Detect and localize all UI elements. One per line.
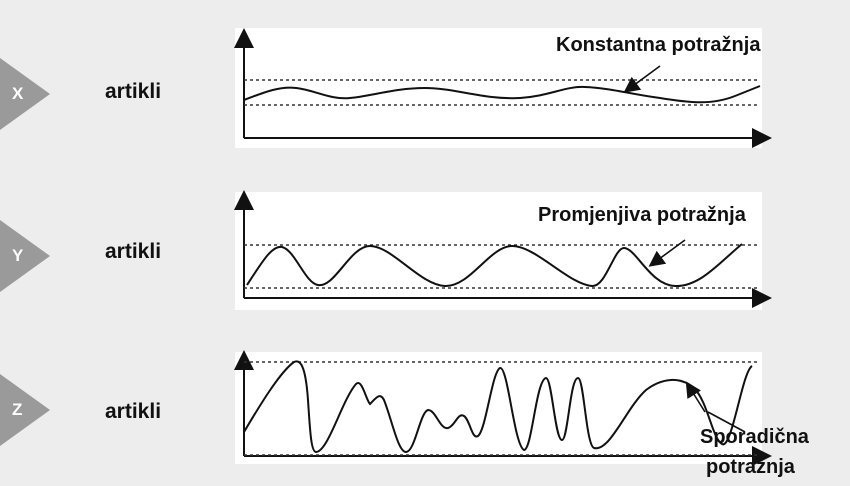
y-chart-annotation-arrow <box>648 239 686 267</box>
chart-y <box>234 190 772 308</box>
z-chart-annotation-arrow-2 <box>707 411 746 433</box>
x-chart-demand-curve <box>243 85 761 104</box>
annotation-variable-demand: Promjenjiva potražnja <box>538 204 746 226</box>
chevron-x-icon <box>0 58 50 130</box>
chevron-letter-x: X <box>12 84 24 103</box>
x-chart-annotation-arrow <box>623 65 661 93</box>
annotation-sporadic-demand-line2: potražnja <box>706 456 795 478</box>
chart-z <box>234 350 772 466</box>
z-chart-annotation-arrow-1 <box>685 381 706 413</box>
chevron-z-icon <box>0 374 50 446</box>
chart-x <box>234 28 772 148</box>
z-chart-demand-curve <box>243 360 753 454</box>
annotation-sporadic-demand-line1: Sporadična <box>700 426 809 448</box>
y-chart-demand-curve <box>246 243 743 288</box>
chevron-letter-y: Y <box>12 246 24 265</box>
chevron-y-icon <box>0 220 50 292</box>
row-label-y: artikli <box>105 240 162 263</box>
row-label-z: artikli <box>105 400 162 423</box>
row-label-x: artikli <box>105 80 162 103</box>
chart-panel-x <box>235 28 762 148</box>
annotation-constant-demand: Konstantna potražnja <box>556 34 761 56</box>
chevron-letter-z: Z <box>12 400 23 419</box>
